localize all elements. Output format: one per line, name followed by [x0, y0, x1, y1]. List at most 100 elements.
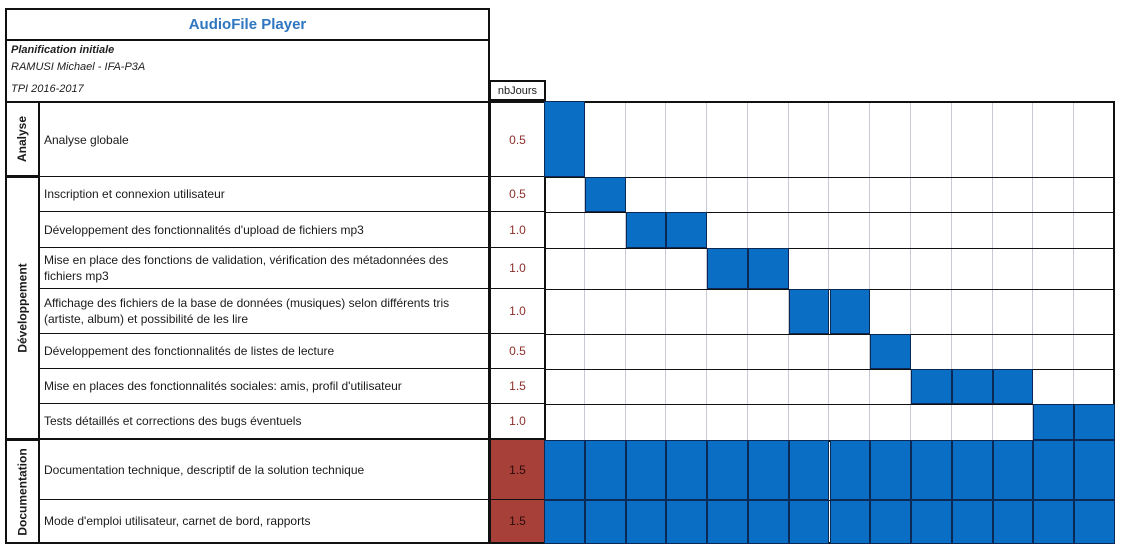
task-days: 0.5	[489, 334, 546, 369]
planning-subtitle: Planification initiale	[11, 44, 115, 56]
gantt-bar	[707, 500, 748, 544]
gantt-bar	[584, 440, 626, 500]
gantt-bar	[788, 500, 830, 544]
task-days: 0.5	[489, 101, 546, 177]
task-row: Inscription et connexion utilisateur	[39, 177, 490, 212]
gantt-bar	[911, 500, 952, 544]
gantt-column	[585, 101, 626, 544]
gantt-bar	[951, 369, 993, 404]
gantt-column	[870, 101, 912, 544]
gantt-bar	[992, 440, 1034, 500]
task-days: 1.0	[489, 248, 546, 289]
gantt-column	[952, 101, 993, 544]
gantt-bar	[829, 440, 871, 500]
task-days: 1.0	[489, 404, 546, 440]
task-days: 1.0	[489, 289, 546, 334]
task-row: Analyse globale	[39, 101, 490, 177]
task-label: Analyse globale	[44, 132, 129, 147]
task-label: Affichage des fichiers de la base de don…	[44, 296, 450, 326]
gantt-row-line	[544, 334, 1115, 335]
task-row: Mise en place des fonctions de validatio…	[39, 248, 490, 289]
task-label: Mise en places des fonctionnalités socia…	[44, 379, 402, 393]
gantt-row-line	[544, 212, 1115, 213]
gantt-bar	[747, 248, 789, 289]
task-row: Tests détaillés et corrections des bugs …	[39, 404, 490, 440]
gantt-bar	[788, 440, 830, 500]
gantt-bar	[788, 289, 830, 334]
task-label: Documentation technique, descriptif de l…	[44, 462, 365, 477]
gantt-bar	[911, 440, 952, 500]
task-row: Développement des fonctionnalités d'uplo…	[39, 212, 490, 248]
gantt-bar	[747, 440, 789, 500]
gantt-bar	[584, 500, 626, 544]
gantt-bar	[625, 440, 667, 500]
gantt-bar	[1033, 500, 1075, 544]
task-label: Mise en place des fonctions de validatio…	[44, 253, 449, 283]
gantt-column	[1033, 101, 1075, 544]
gantt-bar	[544, 101, 585, 177]
task-label: Développement des fonctionnalités d'uplo…	[44, 222, 364, 237]
task-days: 1.5	[489, 369, 546, 404]
gantt-column	[748, 101, 789, 544]
gantt-bar	[666, 440, 708, 500]
gantt-column	[993, 101, 1034, 544]
task-days: 0.5	[489, 177, 546, 212]
gantt-bar	[1074, 404, 1115, 440]
gantt-bar	[747, 500, 789, 544]
gantt-bar	[870, 440, 912, 500]
section-label: Développement	[15, 263, 30, 353]
gantt-bar	[625, 500, 667, 544]
days-column-header: nbJours	[489, 80, 546, 101]
gantt-bar	[992, 500, 1034, 544]
gantt-row-line	[544, 101, 1115, 103]
gantt-bar	[544, 500, 585, 544]
section-label: Documentation	[15, 447, 30, 536]
gantt-bar	[870, 334, 912, 369]
gantt-bar	[544, 440, 585, 500]
task-row: Développement des fonctionnalités de lis…	[39, 334, 490, 369]
gantt-column	[544, 101, 585, 544]
gantt-bar	[584, 177, 626, 212]
task-row: Affichage des fichiers de la base de don…	[39, 289, 490, 334]
section-documentation: Documentation	[5, 439, 40, 544]
gantt-bar	[666, 212, 708, 248]
task-label: Tests détaillés et corrections des bugs …	[44, 414, 302, 428]
gantt-column	[626, 101, 667, 544]
gantt-column	[666, 101, 708, 544]
planning-title: AudioFile Player	[5, 8, 490, 41]
gantt-column	[707, 101, 748, 544]
section-developpement: Développement	[5, 176, 40, 440]
gantt-bar	[1033, 404, 1075, 440]
gantt-bar	[707, 440, 748, 500]
task-label: Développement des fonctionnalités de lis…	[44, 344, 335, 358]
gantt-bar	[911, 369, 952, 404]
section-label: Analyse	[15, 115, 30, 163]
task-row: Mode d'emploi utilisateur, carnet de bor…	[39, 500, 490, 544]
planning-year: TPI 2016-2017	[11, 83, 84, 95]
section-analyse: Analyse	[5, 101, 40, 177]
gantt-bar	[870, 500, 912, 544]
task-days: 1.5	[489, 500, 546, 544]
gantt-bar	[666, 500, 708, 544]
gantt-bar	[707, 248, 748, 289]
gantt-row-line	[544, 177, 1115, 178]
gantt-bar	[1074, 440, 1115, 500]
task-label: Inscription et connexion utilisateur	[44, 187, 225, 201]
task-days: 1.0	[489, 212, 546, 248]
planning-author: RAMUSI Michael - IFA-P3A	[11, 61, 146, 73]
planning-info: Planification initiale RAMUSI Michael - …	[5, 40, 490, 101]
gantt-bar	[1033, 440, 1075, 500]
task-row: Mise en places des fonctionnalités socia…	[39, 369, 490, 404]
gantt-grid	[544, 101, 1115, 544]
gantt-row-line	[544, 404, 1115, 405]
gantt-bar	[1074, 500, 1115, 544]
gantt-bar	[829, 289, 871, 334]
gantt-bar	[951, 500, 993, 544]
gantt-bar	[992, 369, 1034, 404]
gantt-bar	[829, 500, 871, 544]
gantt-bar	[951, 440, 993, 500]
task-row: Documentation technique, descriptif de l…	[39, 440, 490, 500]
gantt-row-line	[544, 369, 1115, 370]
gantt-bar	[625, 212, 667, 248]
gantt-border	[1113, 101, 1115, 544]
